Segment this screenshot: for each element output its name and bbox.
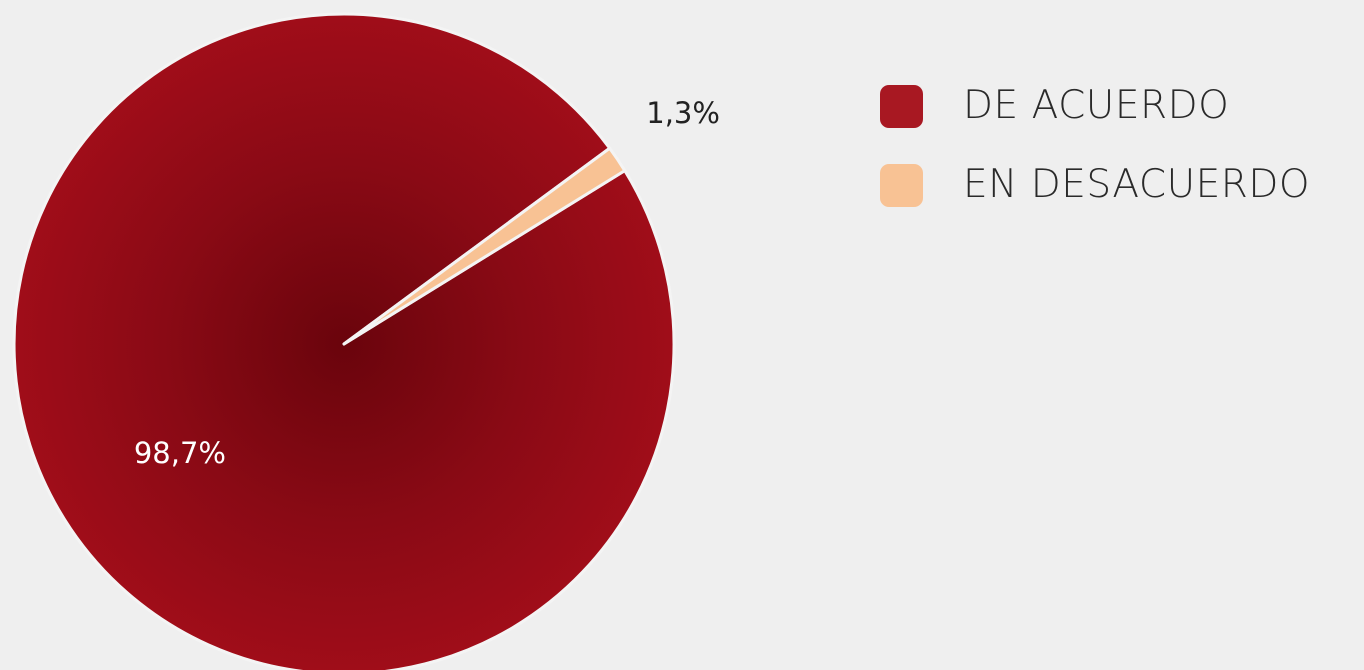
legend-label-en-desacuerdo: EN DESACUERDO xyxy=(963,162,1310,207)
legend-item-en-desacuerdo: EN DESACUERDO xyxy=(880,162,1310,207)
legend-swatch-en-desacuerdo xyxy=(880,164,923,207)
legend-swatch-de-acuerdo xyxy=(880,85,923,128)
legend-item-de-acuerdo: DE ACUERDO xyxy=(880,83,1229,128)
legend: DE ACUERDO EN DESACUERDO xyxy=(880,83,1310,207)
slice-label-en-desacuerdo: 1,3% xyxy=(646,96,720,130)
pie-slice-de-acuerdo xyxy=(12,12,676,670)
legend-label-de-acuerdo: DE ACUERDO xyxy=(963,83,1229,128)
pie-slice-labels: 98,7% 1,3% xyxy=(134,96,720,470)
pie-slices xyxy=(12,12,676,670)
slice-label-de-acuerdo: 98,7% xyxy=(134,436,226,470)
pie-slice-en-desacuerdo xyxy=(342,146,627,346)
